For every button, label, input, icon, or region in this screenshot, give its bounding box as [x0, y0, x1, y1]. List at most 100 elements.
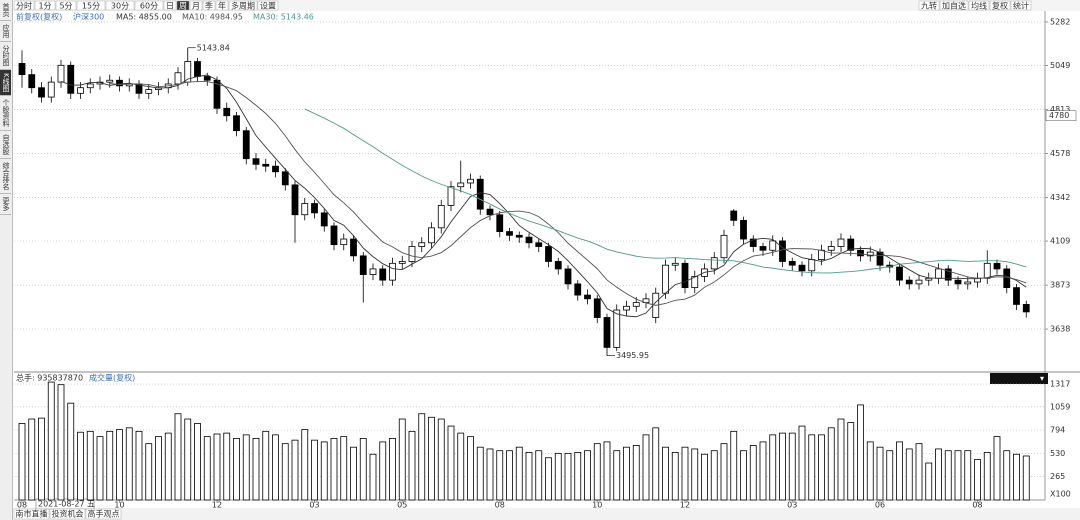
- y-tick-label: 4109: [1050, 237, 1070, 246]
- volume-bar: [925, 462, 933, 501]
- volume-bar: [671, 452, 679, 501]
- toolbar-button[interactable]: [228, 0, 258, 11]
- toolbar-label: 1分: [38, 2, 51, 11]
- candle-body: [496, 214, 504, 232]
- toolbar-button[interactable]: [163, 0, 177, 11]
- sidebar-tab[interactable]: 首页: [0, 0, 11, 21]
- volume-bar: [350, 446, 357, 501]
- toolbar-button[interactable]: [76, 0, 106, 11]
- candle-body: [759, 246, 767, 251]
- volume-bar: [710, 450, 718, 501]
- toolbar-label: 设置: [260, 1, 276, 11]
- candle-body: [584, 294, 591, 300]
- volume-bar: [974, 459, 981, 501]
- candle-body: [603, 317, 611, 348]
- volume-bar: [467, 436, 474, 501]
- volume-bar: [379, 441, 387, 501]
- sidebar-tab[interactable]: 更多: [0, 194, 11, 215]
- candle-body: [944, 268, 952, 281]
- volume-bar: [281, 443, 289, 501]
- candle-body: [1003, 268, 1011, 289]
- toolbar-button[interactable]: [55, 0, 77, 11]
- sidebar-tab[interactable]: 分时图: [0, 42, 11, 70]
- toolbar-button[interactable]: [257, 0, 279, 11]
- sidebar-tab[interactable]: 应用: [0, 21, 11, 42]
- volume-bar: [96, 436, 104, 501]
- bottom-tab[interactable]: [49, 508, 86, 520]
- volume-tick-label: 265: [1050, 472, 1065, 481]
- volume-bar: [242, 434, 250, 501]
- volume-bar: [272, 434, 279, 501]
- toolbar-right-button[interactable]: [989, 0, 1011, 11]
- volume-bar: [125, 427, 133, 501]
- volume-bar: [808, 434, 816, 501]
- volume-bar: [730, 430, 738, 501]
- indicator-arrow: ▾: [1040, 374, 1044, 383]
- volume-bar: [749, 445, 757, 501]
- candle-body: [77, 87, 84, 94]
- volume-tick-label: 794: [1050, 426, 1065, 435]
- y-tick-label: 4578: [1050, 149, 1070, 158]
- volume-bar: [389, 437, 396, 501]
- toolbar-right-button[interactable]: [968, 0, 990, 11]
- candle-body: [281, 171, 289, 186]
- candle-body: [194, 61, 201, 77]
- candle-body: [681, 262, 689, 289]
- volume-bar: [184, 418, 192, 501]
- volume-bar: [983, 452, 991, 501]
- candle-body: [447, 186, 455, 206]
- toolbar-button[interactable]: [13, 0, 35, 11]
- toolbar-button[interactable]: [105, 0, 135, 11]
- toolbar-right-button[interactable]: [939, 0, 969, 11]
- candle-body: [291, 184, 299, 216]
- candle-body: [57, 64, 65, 83]
- info-label: 沪深300: [73, 12, 104, 22]
- indicator-box[interactable]: [990, 373, 1048, 384]
- toolbar-button[interactable]: [34, 0, 56, 11]
- candle-body: [262, 163, 270, 167]
- bottom-tab[interactable]: [85, 508, 122, 520]
- volume-bar: [38, 417, 45, 501]
- toolbar-button[interactable]: [215, 0, 229, 11]
- volume-bar: [301, 429, 309, 501]
- toolbar-button[interactable]: [134, 0, 164, 11]
- volume-bar: [369, 453, 377, 501]
- toolbar-right-label: 统计: [1013, 1, 1029, 11]
- volume-bar: [779, 432, 786, 501]
- toolbar-right-button[interactable]: [1010, 0, 1032, 11]
- candle-body: [954, 279, 962, 285]
- candle-body: [116, 79, 123, 87]
- toolbar-right-label: 复权: [992, 1, 1008, 11]
- candle-body: [38, 87, 45, 98]
- toolbar-button[interactable]: [176, 0, 190, 11]
- candle-body: [311, 203, 318, 214]
- bottom-bar: [14, 508, 1080, 520]
- bottom-tab[interactable]: [13, 508, 50, 520]
- toolbar-button[interactable]: [189, 0, 203, 11]
- x-tick-label: 03: [787, 501, 797, 510]
- sidebar-tab[interactable]: 综合排名: [0, 159, 11, 194]
- candle-body: [915, 279, 923, 285]
- candle-body: [47, 81, 55, 98]
- toolbar-right-button[interactable]: [918, 0, 940, 11]
- sidebar-tab[interactable]: K线图: [0, 70, 11, 96]
- candle-body: [779, 240, 786, 262]
- volume-bar: [506, 450, 513, 501]
- volume-bar: [164, 432, 172, 501]
- volume-bar: [632, 445, 640, 501]
- candle-body: [486, 208, 494, 216]
- toolbar-button[interactable]: [202, 0, 216, 11]
- candle-body: [545, 246, 552, 262]
- volume-bar: [291, 439, 299, 501]
- x-tick-label: 08: [972, 501, 982, 510]
- candle-body: [28, 74, 36, 89]
- sidebar-tab[interactable]: 个股资料: [0, 96, 11, 131]
- candle-body: [1022, 304, 1030, 313]
- candle-body: [145, 89, 153, 94]
- candle-body: [730, 210, 738, 221]
- sidebar-tab[interactable]: 自选股: [0, 131, 11, 159]
- volume-bar: [798, 425, 806, 501]
- volume-tick-label: 1059: [1050, 402, 1070, 411]
- volume-bar: [574, 452, 582, 501]
- info-label: 前复权(复权): [16, 12, 62, 22]
